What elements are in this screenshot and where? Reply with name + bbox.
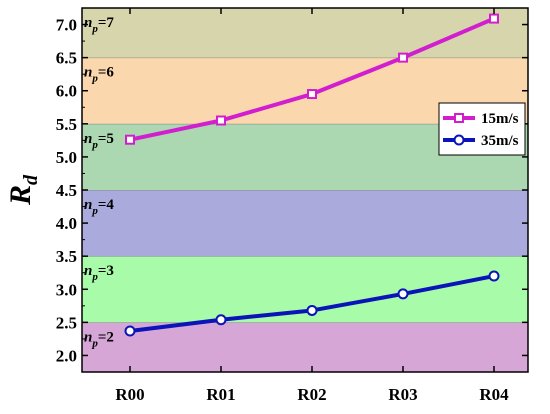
band-label-eq: =6	[98, 65, 115, 81]
band-label: np=6	[84, 65, 114, 85]
band-label-main: n	[84, 65, 92, 81]
legend-label: 35m/s	[481, 133, 519, 149]
band-7	[82, 8, 528, 58]
band-labels-layer: np=2np=3np=4np=5np=6np=7	[84, 15, 114, 349]
band-label-subscript: p	[91, 205, 98, 217]
y-tick-label: 4.0	[56, 214, 77, 233]
y-tick-label: 2.5	[56, 313, 77, 332]
bands-layer	[82, 8, 528, 372]
legend-swatch-marker	[454, 113, 464, 123]
data-point	[215, 314, 227, 326]
data-point	[398, 52, 408, 63]
band-label: np=2	[84, 329, 114, 349]
y-tick-label: 5.5	[56, 115, 77, 134]
band-label: np=4	[84, 197, 114, 217]
band-label: np=3	[84, 263, 114, 283]
y-tick-label: 6.5	[56, 49, 77, 68]
band-label-eq: =7	[98, 15, 115, 31]
band-label: np=5	[84, 131, 114, 151]
y-tick-label: 6.0	[56, 82, 77, 101]
x-tick-label-r02: R02	[297, 385, 326, 404]
data-point	[307, 89, 317, 100]
data-point	[488, 270, 500, 282]
data-point	[306, 304, 318, 316]
band-label-main: n	[84, 197, 92, 213]
band-label-subscript: p	[91, 73, 98, 85]
legend: 15m/s 35m/s	[438, 102, 526, 156]
legend-label: 15m/s	[481, 111, 519, 127]
band-label-eq: =4	[98, 197, 115, 213]
y-axis-title-main: R	[4, 185, 37, 206]
data-point	[125, 134, 135, 145]
legend-swatch-marker	[453, 134, 465, 146]
y-axis-title-subscript: d	[20, 174, 42, 185]
axes-layer: 2.0 2.5 3.0 3.5 4.0 4.5 5.0 5.5 6.0 6.5 7.0 R00 R01 R…	[56, 8, 528, 404]
y-tick-label: 2.0	[56, 346, 77, 365]
band-label-main: n	[84, 329, 92, 345]
data-point	[216, 115, 226, 126]
y-tick-label: 3.5	[56, 247, 77, 266]
band-label-subscript: p	[91, 271, 98, 283]
band-label-subscript: p	[91, 23, 98, 35]
band-label-subscript: p	[91, 139, 98, 151]
y-tick-label: 3.0	[56, 280, 77, 299]
band-label-main: n	[84, 263, 92, 279]
band-label-eq: =5	[98, 131, 114, 147]
band-label-eq: =3	[98, 263, 114, 279]
y-tick-label: 5.0	[56, 148, 77, 167]
legend-entry: 35m/s	[443, 133, 519, 149]
band-label-main: n	[84, 131, 92, 147]
band-4	[82, 190, 528, 257]
band-label: np=7	[84, 15, 114, 35]
y-tick-label: 7.0	[56, 16, 77, 35]
x-tick-label-r03: R03	[388, 385, 417, 404]
data-point	[489, 13, 499, 24]
legend-box	[438, 102, 526, 156]
band-label-eq: =2	[98, 329, 114, 345]
data-point	[124, 325, 136, 337]
x-tick-label-r04: R04	[479, 385, 509, 404]
data-point	[397, 288, 409, 300]
series-layer	[124, 13, 500, 337]
series-15m-s	[125, 13, 499, 145]
band-label-subscript: p	[91, 337, 98, 349]
band-2	[82, 322, 528, 372]
x-tick-label-r00: R00	[115, 385, 144, 404]
y-tick-label: 4.5	[56, 181, 77, 200]
x-tick-label-r01: R01	[206, 385, 235, 404]
band-label-main: n	[84, 15, 92, 31]
series-35m-s	[124, 270, 500, 337]
legend-entry: 15m/s	[443, 111, 519, 127]
y-axis-title: Rd	[4, 174, 42, 206]
